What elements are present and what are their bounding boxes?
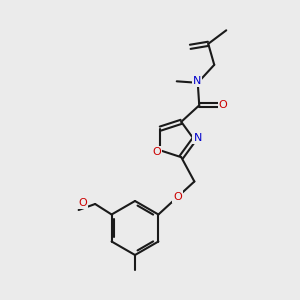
Text: O: O: [173, 191, 182, 202]
Text: O: O: [152, 147, 161, 157]
Text: O: O: [78, 197, 87, 208]
Text: N: N: [193, 76, 201, 86]
Text: O: O: [219, 100, 228, 110]
Text: N: N: [194, 133, 202, 143]
